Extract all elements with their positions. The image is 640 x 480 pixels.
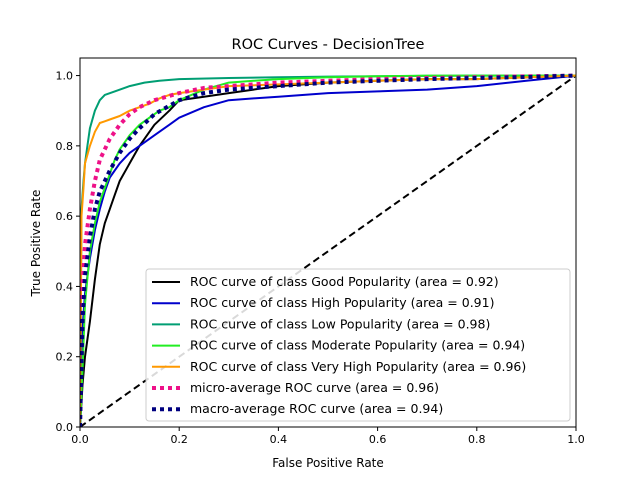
y-tick-label: 0.0 bbox=[56, 421, 74, 434]
x-tick-label: 0.6 bbox=[369, 433, 387, 446]
y-tick-label: 0.4 bbox=[56, 280, 74, 293]
legend: ROC curve of class Good Popularity (area… bbox=[145, 268, 571, 422]
legend-entry-label: ROC curve of class High Popularity (area… bbox=[190, 295, 494, 310]
y-axis-label: True Positive Rate bbox=[29, 190, 43, 298]
legend-entry-label: ROC curve of class Moderate Popularity (… bbox=[190, 338, 525, 353]
x-tick-label: 0.8 bbox=[468, 433, 486, 446]
series-line-macro-average-roc-curve bbox=[80, 73, 576, 427]
series-line-roc-curve-of-class-moderate-popularity bbox=[80, 74, 576, 427]
series-line-roc-curve-of-class-high-popularity bbox=[80, 74, 576, 427]
legend-entry-label: macro-average ROC curve (area = 0.94) bbox=[190, 401, 443, 416]
x-axis-label: False Positive Rate bbox=[272, 456, 384, 470]
legend-entry-label: ROC curve of class Low Popularity (area … bbox=[190, 316, 490, 331]
legend-entry-label: micro-average ROC curve (area = 0.96) bbox=[190, 380, 439, 395]
y-axis-ticks: 0.0 0.2 0.4 0.6 0.8 1.0 bbox=[56, 70, 80, 434]
chart-title: ROC Curves - DecisionTree bbox=[232, 37, 425, 53]
plot-frame bbox=[79, 57, 577, 428]
x-axis-ticks: 0.0 0.2 0.4 0.6 0.8 1.0 bbox=[71, 427, 585, 446]
x-tick-label: 1.0 bbox=[567, 433, 585, 446]
y-tick-label: 0.8 bbox=[56, 140, 74, 153]
y-tick-label: 1.0 bbox=[56, 70, 74, 83]
legend-entry-label: ROC curve of class Good Popularity (area… bbox=[190, 274, 499, 289]
legend-box bbox=[145, 268, 571, 422]
legend-entry-label: ROC curve of class Very High Popularity … bbox=[190, 359, 526, 374]
x-tick-label: 0.4 bbox=[270, 433, 288, 446]
y-tick-label: 0.2 bbox=[56, 351, 74, 364]
x-tick-label: 0.2 bbox=[170, 433, 188, 446]
y-tick-label: 0.6 bbox=[56, 210, 74, 223]
x-tick-label: 0.0 bbox=[71, 433, 89, 446]
